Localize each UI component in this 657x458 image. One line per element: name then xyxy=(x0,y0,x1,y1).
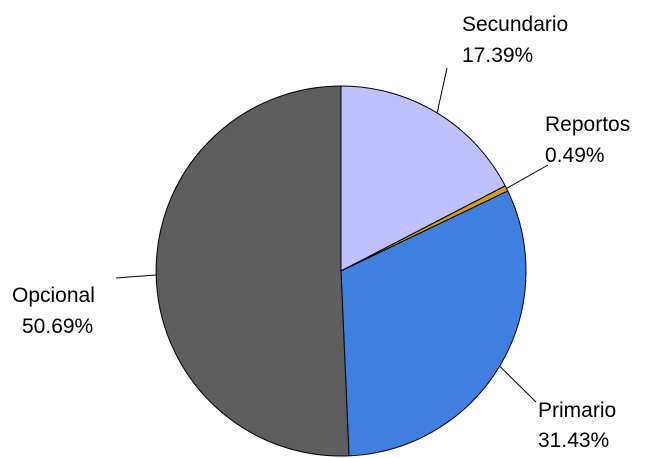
leader-line-secundario xyxy=(436,67,448,114)
label-secundario-name: Secundario xyxy=(462,13,568,36)
leader-line-opcional xyxy=(115,274,157,279)
label-secundario-percent: 17.39% xyxy=(462,44,533,67)
label-opcional-percent: 50.69% xyxy=(22,315,93,338)
label-opcional-name: Opcional xyxy=(12,284,95,307)
leader-line-primario xyxy=(499,365,537,403)
label-reportos-percent: 0.49% xyxy=(545,144,605,167)
label-primario-percent: 31.43% xyxy=(538,429,609,452)
leader-lines xyxy=(115,67,549,403)
pie-slices xyxy=(155,85,527,457)
label-primario-name: Primario xyxy=(538,399,616,422)
leader-line-reportos xyxy=(506,164,549,189)
pie-slice-primario xyxy=(340,190,527,457)
pie-slice-opcional xyxy=(155,85,350,457)
label-reportos-name: Reportos xyxy=(545,113,630,136)
